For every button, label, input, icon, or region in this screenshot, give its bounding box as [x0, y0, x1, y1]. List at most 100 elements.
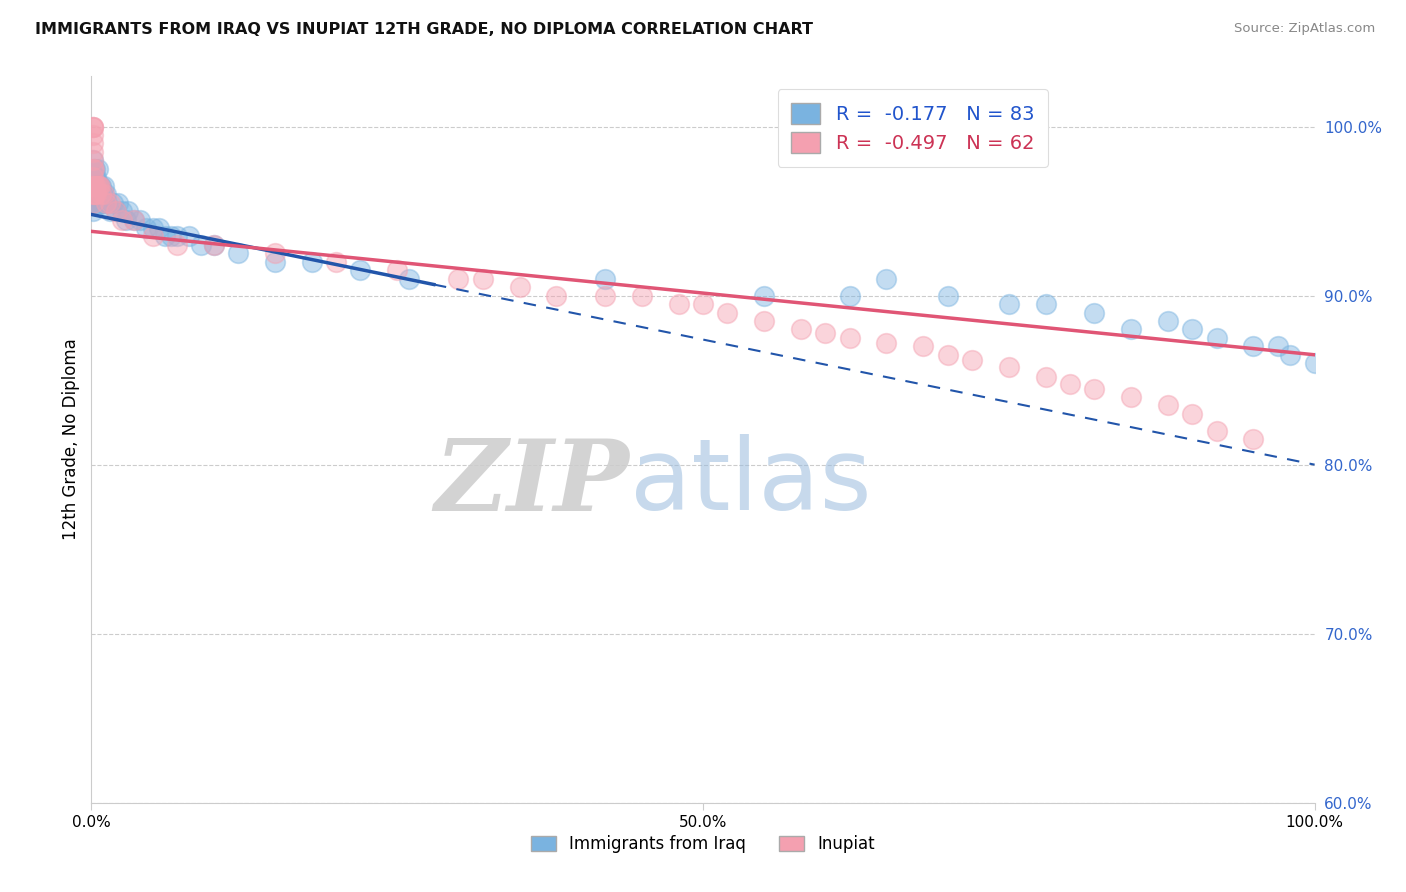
Point [98, 195, 121, 210]
Point [1243, 433, 1265, 447]
Point [86, 178, 108, 193]
Point [546, 288, 568, 302]
Point [84, 178, 107, 193]
Point [1059, 376, 1081, 391]
Point [790, 322, 813, 336]
Point [593, 271, 616, 285]
Point [141, 221, 163, 235]
Text: Source: ZipAtlas.com: Source: ZipAtlas.com [1234, 22, 1375, 36]
Point [91, 195, 114, 210]
Point [398, 271, 420, 285]
Point [82, 128, 104, 142]
Point [82, 170, 104, 185]
Point [960, 352, 983, 367]
Point [82, 120, 104, 134]
Point [1205, 424, 1227, 438]
Point [1303, 356, 1326, 370]
Point [148, 221, 170, 235]
Point [103, 195, 125, 210]
Point [84, 161, 107, 176]
Point [1121, 390, 1143, 404]
Point [83, 187, 105, 202]
Point [87, 178, 110, 193]
Point [84, 187, 107, 202]
Point [82, 120, 104, 134]
Point [471, 271, 494, 285]
Text: ZIP: ZIP [434, 434, 630, 531]
Point [84, 187, 107, 202]
Point [93, 178, 115, 193]
Point [814, 326, 837, 340]
Point [89, 178, 111, 193]
Point [83, 187, 105, 202]
Point [1181, 322, 1204, 336]
Point [90, 178, 112, 193]
Point [107, 195, 129, 210]
Point [93, 195, 115, 210]
Point [82, 153, 104, 168]
Point [82, 195, 104, 210]
Point [84, 195, 107, 210]
Point [122, 212, 145, 227]
Point [91, 187, 114, 202]
Point [84, 170, 107, 185]
Point [82, 187, 104, 202]
Point [83, 161, 105, 176]
Point [84, 187, 107, 202]
Point [84, 187, 107, 202]
Text: atlas: atlas [630, 434, 872, 532]
Point [86, 161, 108, 176]
Point [84, 178, 107, 193]
Point [82, 153, 104, 168]
Point [166, 238, 188, 252]
Point [1083, 305, 1105, 319]
Point [90, 195, 112, 210]
Point [1083, 382, 1105, 396]
Point [1121, 322, 1143, 336]
Point [264, 254, 287, 268]
Point [716, 305, 738, 319]
Point [84, 178, 107, 193]
Point [87, 187, 110, 202]
Point [82, 136, 104, 151]
Point [1157, 314, 1180, 328]
Point [82, 161, 104, 176]
Legend: Immigrants from Iraq, Inupiat: Immigrants from Iraq, Inupiat [524, 829, 882, 860]
Point [668, 297, 690, 311]
Point [104, 204, 127, 219]
Point [179, 229, 201, 244]
Point [83, 161, 105, 176]
Point [998, 359, 1021, 374]
Point [83, 178, 105, 193]
Point [912, 339, 935, 353]
Point [1035, 369, 1057, 384]
Point [998, 297, 1021, 311]
Point [754, 314, 776, 328]
Point [1035, 297, 1057, 311]
Point [385, 263, 409, 277]
Point [93, 187, 115, 202]
Point [82, 178, 104, 193]
Point [87, 195, 110, 210]
Point [90, 187, 112, 202]
Point [1243, 339, 1265, 353]
Point [82, 204, 104, 219]
Point [114, 212, 136, 227]
Point [111, 212, 134, 227]
Text: IMMIGRANTS FROM IRAQ VS INUPIAT 12TH GRADE, NO DIPLOMA CORRELATION CHART: IMMIGRANTS FROM IRAQ VS INUPIAT 12TH GRA… [35, 22, 813, 37]
Point [202, 238, 225, 252]
Point [936, 348, 959, 362]
Point [1181, 407, 1204, 421]
Point [83, 178, 105, 193]
Point [82, 187, 104, 202]
Point [104, 204, 127, 219]
Point [226, 246, 249, 260]
Point [84, 170, 107, 185]
Point [129, 212, 152, 227]
Point [86, 187, 108, 202]
Point [202, 238, 225, 252]
Point [82, 178, 104, 193]
Point [1205, 331, 1227, 345]
Point [82, 120, 104, 134]
Point [160, 229, 183, 244]
